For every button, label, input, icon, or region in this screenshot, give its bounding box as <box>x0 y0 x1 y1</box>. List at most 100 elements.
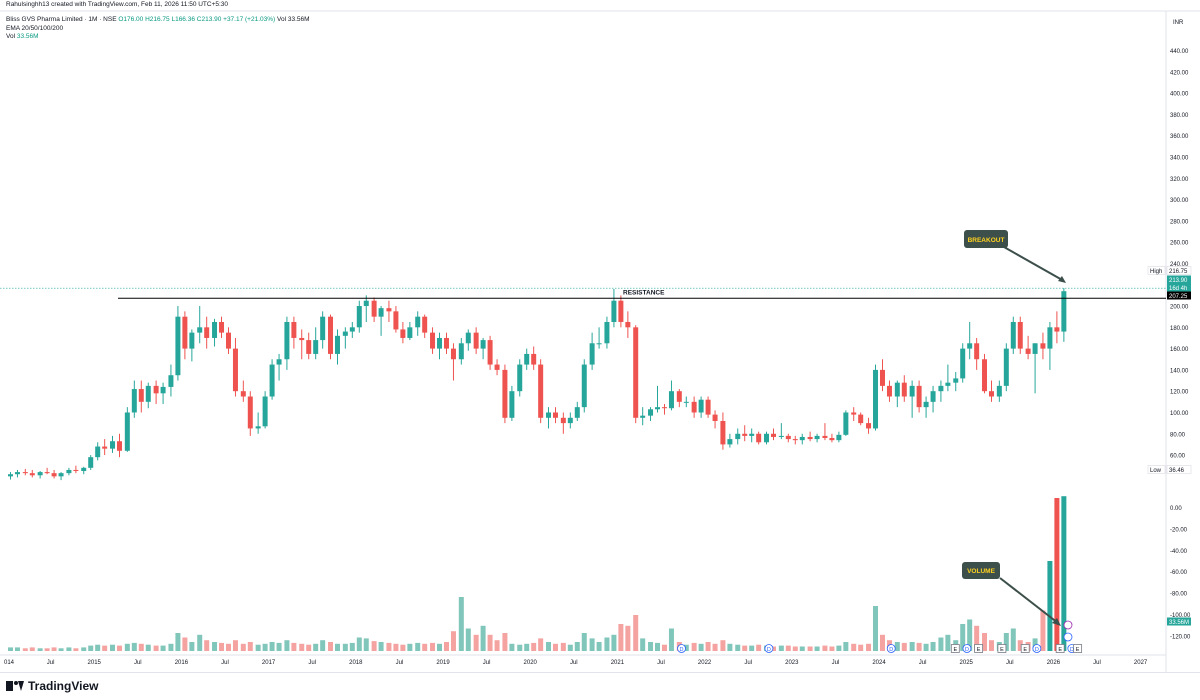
time-tick-label: 2023 <box>785 660 799 666</box>
candle-body <box>712 414 718 421</box>
candle-body <box>29 473 35 476</box>
candle-body <box>51 473 57 477</box>
candle-body <box>160 386 166 394</box>
volume-bar <box>465 628 471 651</box>
volume-bar <box>851 643 857 651</box>
candle-body <box>1017 321 1023 349</box>
candle-body <box>356 306 362 328</box>
time-axis[interactable]: 014 Jul 2015 Jul 2016 Jul 2017 Jul 2018 Jul 2019 Ju… <box>4 660 1148 666</box>
candle-body <box>320 316 326 341</box>
candle-body <box>538 364 544 418</box>
volume-bar <box>225 643 231 651</box>
candle-body <box>909 385 915 397</box>
candle-body <box>363 300 369 307</box>
candle-body <box>581 364 587 408</box>
ohlc-values: O176.00 H216.75 L166.36 C213.90 +37.17 (… <box>118 16 276 23</box>
candle-body <box>88 457 94 468</box>
candle-body <box>110 441 116 449</box>
volume-bar <box>262 643 268 651</box>
candle-body <box>371 300 377 317</box>
volume-bar <box>37 648 43 651</box>
resistance-label: RESISTANCE <box>623 289 665 296</box>
footer: TradingView <box>0 672 1200 700</box>
volume-bar <box>916 642 922 651</box>
volume-bar <box>110 644 116 651</box>
time-tick-label: Jul <box>134 660 142 666</box>
dividend-marker-icon <box>1063 632 1073 642</box>
price-lines: RESISTANCE <box>0 287 1166 299</box>
candle-body <box>334 335 340 354</box>
candle-body <box>720 420 726 445</box>
volume-bar <box>814 646 820 651</box>
volume-bar <box>342 643 348 651</box>
volume-bar <box>29 647 35 651</box>
volume-bar <box>581 633 587 651</box>
candle-body <box>284 321 290 360</box>
volume-tick-label: 0.00 <box>1170 506 1182 512</box>
candle-body <box>982 359 988 392</box>
earnings-marker-icon <box>974 644 984 653</box>
candle-body <box>225 332 231 349</box>
event-marker-text: D <box>1070 647 1074 653</box>
price-marker-value: 207.25 <box>1169 294 1188 300</box>
volume-bar <box>930 642 936 651</box>
candle-body <box>212 321 218 338</box>
candle-body <box>873 369 879 429</box>
candle-body <box>676 391 682 402</box>
candle-body <box>22 472 28 474</box>
volume-bar <box>604 637 610 651</box>
volume-bar <box>386 642 392 651</box>
volume-bar <box>160 645 166 651</box>
volume-bar <box>727 643 733 651</box>
time-tick-label: Jul <box>1093 660 1101 666</box>
candle-body <box>313 340 319 354</box>
candle-body <box>705 399 711 415</box>
created-by-text: Rahulsinghh13 created with TradingView.c… <box>6 1 229 8</box>
volume-bar <box>334 643 340 651</box>
candle-body <box>153 385 159 394</box>
earnings-marker-icon <box>1020 644 1030 653</box>
candle-body <box>560 417 566 424</box>
candle-body <box>37 472 43 476</box>
price-marker-box <box>1166 465 1192 474</box>
chart-canvas[interactable]: INR 60.00 80.00 100.00 120.00 140.00 160.00 18… <box>0 0 1200 672</box>
price-marker-value: 216.75 <box>1169 269 1188 275</box>
volume-bar <box>879 634 885 651</box>
candle-body <box>197 327 203 333</box>
volume-bar <box>633 615 639 651</box>
candle-body <box>473 332 479 349</box>
symbol-name[interactable]: Bliss GVS Pharma Limited · 1M · NSE <box>6 16 117 23</box>
volume-bar <box>204 640 210 651</box>
event-marker-text: D <box>965 647 969 653</box>
volume-legend[interactable]: Vol 33.56M <box>6 33 39 40</box>
price-marker-value: 213.90 <box>1169 278 1188 284</box>
price-tick-label: 340.00 <box>1170 155 1189 161</box>
candle-body <box>7 474 13 477</box>
candle-body <box>930 391 936 402</box>
candle-body <box>465 332 471 344</box>
ema-legend[interactable]: EMA 20/50/100/200 <box>6 25 64 32</box>
time-tick-label: 2016 <box>175 660 189 666</box>
time-tick-label: 2017 <box>262 660 276 666</box>
candle-body <box>683 401 689 403</box>
tradingview-logo[interactable]: TradingView <box>6 679 98 693</box>
candle-body <box>640 415 646 418</box>
candle-body <box>589 343 595 365</box>
volume-bar <box>799 646 805 651</box>
volume-bar <box>22 648 28 651</box>
candle-body <box>349 327 355 332</box>
candle-body <box>73 469 79 472</box>
price-tick-label: 60.00 <box>1170 454 1186 460</box>
volume-bar <box>44 648 50 651</box>
candle-body <box>668 391 674 409</box>
candle-body <box>611 300 617 322</box>
candle-body <box>502 369 508 418</box>
volume-bar <box>487 634 493 651</box>
volume-bar <box>567 644 573 651</box>
price-tick-label: 320.00 <box>1170 177 1189 183</box>
candle-body <box>407 327 413 338</box>
volume-bar <box>648 642 654 651</box>
candle-body <box>116 441 122 451</box>
volume-bar <box>531 642 537 651</box>
